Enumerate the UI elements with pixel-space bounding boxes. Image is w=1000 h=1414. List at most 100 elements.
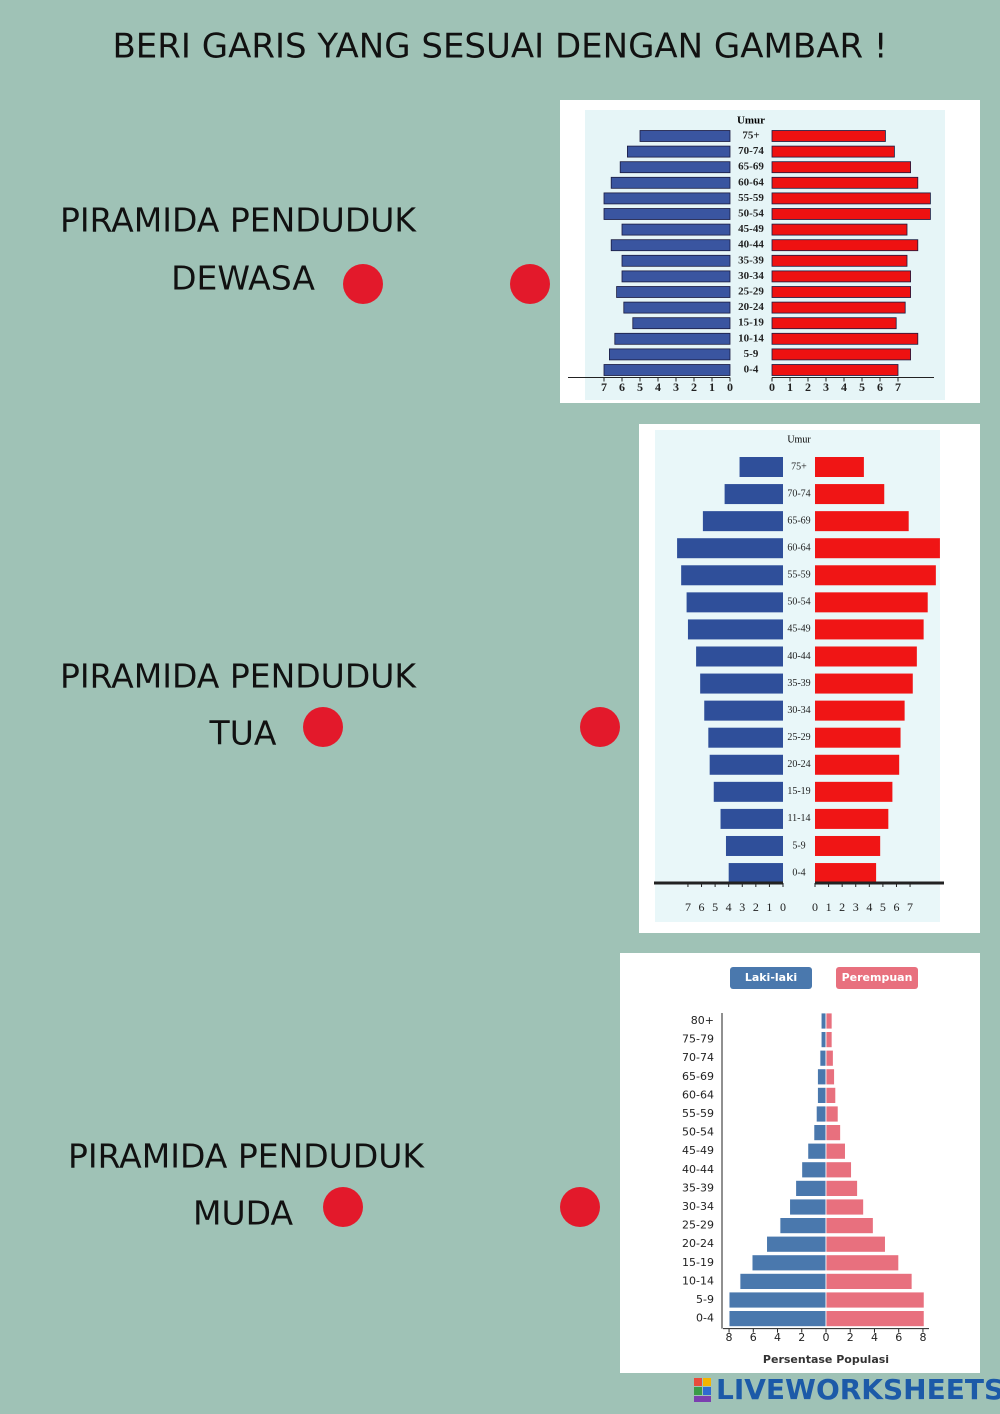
age-label: 55-59	[682, 1107, 714, 1120]
logo-square	[694, 1396, 711, 1402]
bar	[820, 1012, 827, 1030]
age-label: 45-49	[787, 624, 810, 635]
x-tick-label: 0	[727, 380, 733, 394]
bar	[825, 1180, 858, 1197]
x-tick-label: 2	[798, 1331, 805, 1344]
age-label: 10-14	[738, 332, 764, 344]
age-label: 50-54	[787, 597, 810, 608]
bar	[709, 754, 783, 775]
y-title: Umur	[737, 115, 765, 127]
bar	[771, 286, 912, 298]
bar	[815, 754, 900, 775]
bar	[619, 161, 731, 174]
x-tick-label: 8	[919, 1331, 926, 1344]
legend-swatch	[730, 967, 812, 989]
bar	[815, 457, 864, 477]
bar	[623, 301, 731, 314]
label: TUA	[209, 714, 277, 753]
dot[interactable]	[343, 264, 383, 304]
age-label: 10-14	[682, 1274, 714, 1287]
bar	[815, 727, 901, 748]
age-label: 80+	[691, 1014, 714, 1027]
bar	[771, 223, 908, 236]
bar	[621, 254, 731, 267]
bar	[815, 835, 881, 856]
age-label: 15-19	[787, 786, 810, 797]
bar	[825, 1273, 913, 1290]
bar	[739, 457, 783, 477]
x-tick-label: 3	[853, 900, 859, 914]
bar	[771, 208, 931, 220]
dot[interactable]	[303, 707, 343, 747]
bar	[815, 700, 905, 721]
bar	[603, 208, 731, 220]
bar	[621, 270, 731, 283]
logo-square	[694, 1378, 702, 1386]
x-tick-label: 4	[774, 1331, 781, 1344]
age-label: 20-24	[787, 759, 810, 770]
age-label: 25-29	[738, 286, 764, 298]
age-label: 70-74	[682, 1051, 714, 1064]
x-tick-label: 2	[691, 380, 697, 394]
bar	[771, 270, 912, 283]
bar	[609, 348, 731, 361]
age-label: 0-4	[744, 364, 759, 376]
age-label: 11-14	[788, 813, 811, 824]
age-label: 30-34	[738, 270, 764, 282]
age-label: 50-54	[738, 208, 764, 220]
title: BERI GARIS YANG SESUAI DENGAN GAMBAR !	[112, 27, 887, 67]
bar	[739, 1273, 827, 1290]
bar	[771, 254, 908, 267]
bar	[771, 364, 899, 376]
age-label: 35-39	[682, 1181, 714, 1194]
dot[interactable]	[323, 1187, 363, 1227]
x-tick-label: 1	[709, 380, 715, 394]
label: MUDA	[193, 1194, 293, 1233]
label: PIRAMIDA PENDUDUK	[68, 1137, 425, 1176]
x-tick-label: 5	[712, 900, 718, 914]
x-tick-label: 0	[812, 900, 818, 914]
age-label: 25-29	[682, 1219, 714, 1232]
bar	[639, 130, 731, 142]
x-tick-label: 3	[673, 380, 679, 394]
footer: LIVEWORKSHEETS	[716, 1373, 1000, 1406]
bar	[815, 646, 917, 667]
bar	[813, 1124, 827, 1141]
bar	[819, 1049, 827, 1067]
bar	[817, 1068, 827, 1086]
bar	[713, 781, 783, 802]
bar	[815, 1105, 827, 1123]
age-label: 25-29	[787, 732, 810, 743]
dot[interactable]	[560, 1187, 600, 1227]
dot[interactable]	[510, 264, 550, 304]
age-label: 35-39	[738, 254, 764, 266]
age-label: 60-64	[682, 1088, 714, 1101]
dot[interactable]	[580, 707, 620, 747]
x-tick-label: 4	[841, 380, 847, 394]
bar	[801, 1161, 827, 1179]
bar	[815, 538, 940, 559]
legend-label: Laki-laki	[745, 971, 797, 984]
bar	[771, 332, 919, 345]
logo-square	[703, 1378, 711, 1386]
age-label: 75-79	[682, 1033, 714, 1046]
bar	[771, 145, 895, 158]
bar	[725, 835, 783, 856]
x-tick-label: 7	[907, 900, 913, 914]
x-tick-label: 2	[805, 380, 811, 394]
x-tick-label: 4	[726, 900, 732, 914]
bar	[621, 223, 731, 236]
bar	[825, 1217, 874, 1234]
bar	[815, 781, 893, 802]
bar	[815, 565, 936, 586]
age-label: 30-34	[787, 705, 810, 716]
bar	[632, 317, 731, 330]
age-label: 45-49	[738, 223, 764, 235]
age-label: 65-69	[682, 1070, 714, 1083]
x-tick-label: 7	[685, 900, 691, 914]
bar	[771, 161, 912, 174]
bar	[771, 317, 897, 330]
bar	[825, 1105, 839, 1123]
age-label: 70-74	[738, 145, 764, 157]
